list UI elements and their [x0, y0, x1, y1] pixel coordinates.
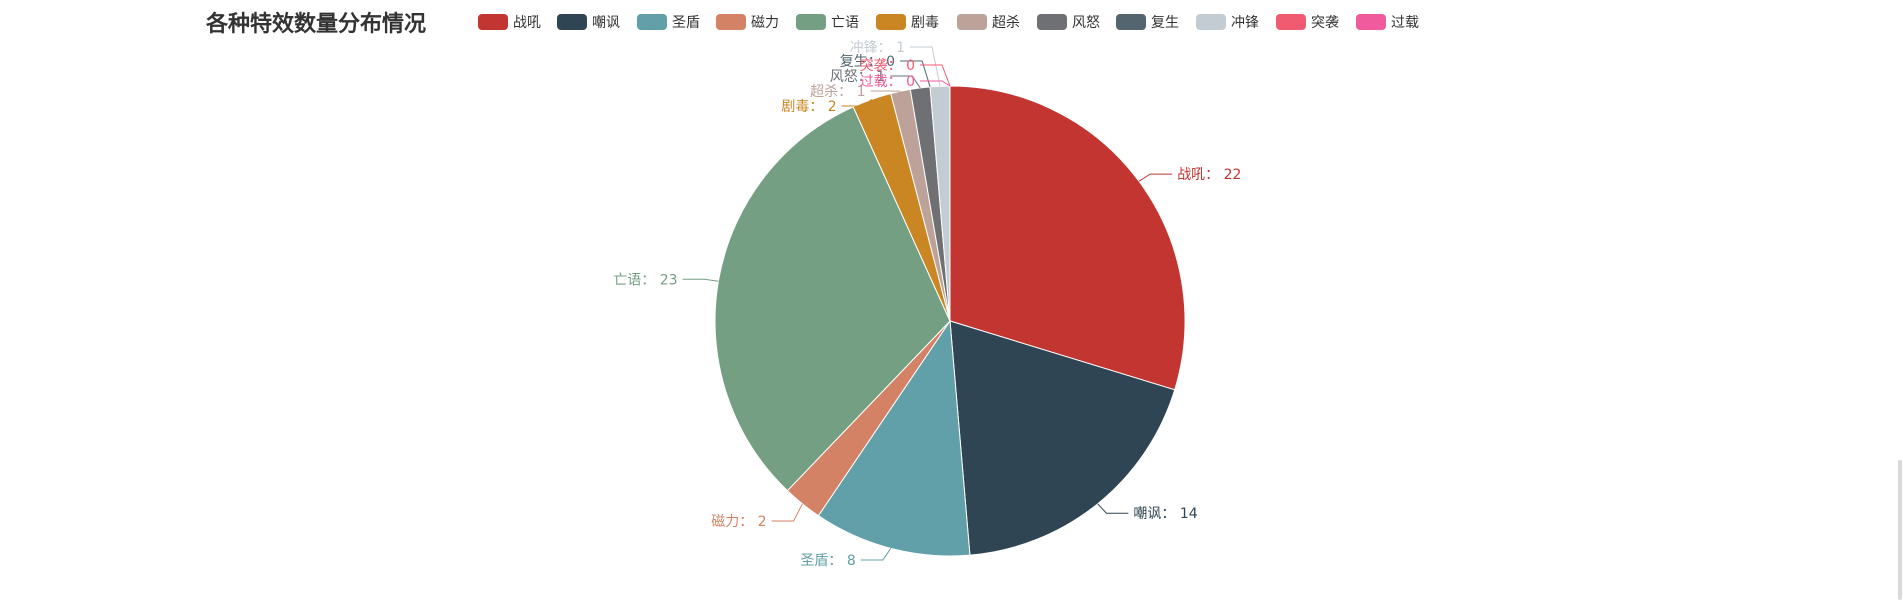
legend-swatch: [716, 14, 746, 30]
legend-item-6[interactable]: 超杀: [957, 14, 1020, 31]
label-leader-line: [910, 46, 941, 87]
legend-swatch: [478, 14, 508, 30]
label-leader-line: [920, 64, 951, 87]
page-scrollbar[interactable]: [1897, 0, 1903, 614]
legend-label: 磁力: [751, 15, 779, 31]
slice-label: 突袭： 0: [860, 58, 915, 74]
label-leader-line: [1097, 503, 1129, 514]
legend-item-2[interactable]: 圣盾: [637, 14, 700, 31]
pie-slices: [714, 85, 1186, 557]
pie-slice-0[interactable]: [949, 85, 1186, 391]
label-leader-line: [841, 99, 873, 107]
label-leader-line: [1138, 173, 1173, 182]
slice-label: 嘲讽： 14: [1133, 506, 1197, 522]
legend-swatch: [1116, 14, 1146, 30]
legend-item-10[interactable]: 突袭: [1276, 14, 1339, 31]
label-leader-line: [860, 548, 892, 561]
legend[interactable]: 战吼 嘲讽 圣盾 磁力 亡语 剧毒 超杀 风怒 复生 冲锋 突袭 过载: [478, 14, 1419, 31]
slice-label: 复生： 0: [840, 53, 895, 70]
label-leader-line: [890, 75, 921, 89]
scrollbar-thumb[interactable]: [1898, 460, 1902, 600]
slice-label: 过载： 0: [860, 74, 915, 90]
slice-label: 冲锋： 1: [850, 40, 905, 56]
legend-swatch: [1037, 14, 1067, 30]
legend-item-8[interactable]: 复生: [1116, 14, 1179, 31]
legend-item-11[interactable]: 过载: [1356, 14, 1419, 31]
label-leader-line: [920, 80, 951, 87]
pie-labels: 战吼： 22 嘲讽： 14 圣盾： 8 磁力： 2 亡语： 23 剧毒： 2超杀： 1风怒…: [613, 40, 1241, 569]
legend-label: 冲锋: [1231, 15, 1259, 31]
legend-label: 过载: [1391, 15, 1419, 31]
pie-slice-2[interactable]: [817, 319, 971, 557]
legend-swatch: [1196, 14, 1226, 30]
legend-swatch: [1356, 14, 1386, 30]
legend-label: 突袭: [1311, 15, 1339, 31]
label-leader-line: [682, 278, 719, 282]
legend-swatch: [557, 14, 587, 30]
label-leader-line: [900, 60, 931, 87]
legend-label: 风怒: [1072, 15, 1100, 31]
legend-item-5[interactable]: 剧毒: [876, 14, 939, 31]
legend-label: 超杀: [992, 15, 1020, 31]
legend-swatch: [876, 14, 906, 30]
label-leader-line: [771, 503, 803, 522]
chart-title: 各种特效数量分布情况: [205, 11, 426, 37]
legend-item-1[interactable]: 嘲讽: [557, 14, 620, 31]
legend-item-4[interactable]: 亡语: [796, 14, 859, 31]
slice-label: 亡语： 23: [613, 272, 677, 288]
legend-label: 剧毒: [911, 15, 939, 31]
legend-swatch: [957, 14, 987, 30]
legend-swatch: [637, 14, 667, 30]
slice-label: 圣盾： 8: [800, 553, 855, 569]
legend-swatch: [1276, 14, 1306, 30]
slice-label: 磁力： 2: [711, 514, 766, 530]
legend-item-9[interactable]: 冲锋: [1196, 14, 1259, 31]
legend-item-3[interactable]: 磁力: [716, 14, 779, 31]
slice-label: 超杀： 1: [810, 84, 865, 100]
legend-item-0[interactable]: 战吼: [478, 14, 541, 31]
legend-label: 亡语: [831, 15, 859, 31]
legend-label: 圣盾: [672, 15, 700, 31]
legend-swatch: [796, 14, 826, 30]
legend-label: 战吼: [513, 15, 541, 31]
legend-label: 复生: [1151, 14, 1179, 31]
slice-label: 剧毒： 2: [781, 99, 836, 115]
legend-label: 嘲讽: [592, 15, 620, 31]
slice-label: 战吼： 22: [1177, 167, 1241, 183]
legend-item-7[interactable]: 风怒: [1037, 14, 1100, 31]
slice-label: 风怒： 1: [830, 69, 885, 85]
